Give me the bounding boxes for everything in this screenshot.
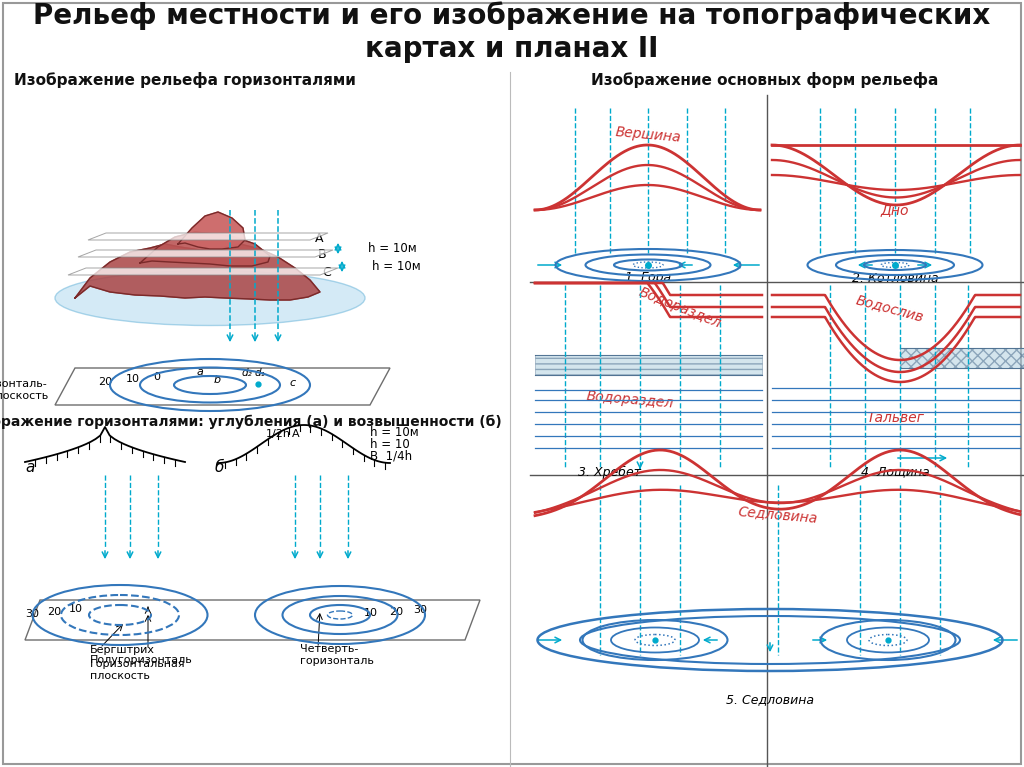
Text: Вершина: Вершина xyxy=(614,125,682,145)
Text: Водораздел: Водораздел xyxy=(586,389,675,411)
Text: 10: 10 xyxy=(364,608,378,618)
Text: 4. Лощина: 4. Лощина xyxy=(861,466,930,479)
Text: Изображение рельефа горизонталями: Изображение рельефа горизонталями xyxy=(14,72,356,88)
Text: Горизонталь-
ная плоскость: Горизонталь- ная плоскость xyxy=(0,379,48,401)
Text: 20: 20 xyxy=(98,377,112,387)
Text: B  1/4h: B 1/4h xyxy=(370,449,412,463)
Text: a: a xyxy=(197,367,204,377)
Text: 5. Седловина: 5. Седловина xyxy=(726,693,814,706)
Text: 0: 0 xyxy=(154,372,161,382)
Text: 10: 10 xyxy=(126,374,140,384)
Polygon shape xyxy=(75,244,319,300)
Text: 30: 30 xyxy=(413,605,427,615)
Text: Тальвег: Тальвег xyxy=(866,411,924,425)
Polygon shape xyxy=(78,250,333,257)
Text: б: б xyxy=(215,460,224,476)
Text: Изображение горизонталями: углубления (а) и возвышенности (б): Изображение горизонталями: углубления (а… xyxy=(0,415,502,430)
Text: h = 10м: h = 10м xyxy=(372,259,421,272)
Text: 30: 30 xyxy=(25,609,39,619)
Polygon shape xyxy=(25,600,480,640)
Text: Водораздел: Водораздел xyxy=(637,285,723,331)
Ellipse shape xyxy=(55,271,365,325)
Text: B: B xyxy=(318,249,327,262)
Text: d₁: d₁ xyxy=(255,368,265,378)
Text: h = 10: h = 10 xyxy=(370,437,410,450)
Text: 20: 20 xyxy=(389,607,403,617)
Text: 2. Котловина: 2. Котловина xyxy=(852,272,938,285)
Polygon shape xyxy=(55,368,390,405)
Text: Бергштрих: Бергштрих xyxy=(90,645,155,655)
Text: Четверть-
горизонталь: Четверть- горизонталь xyxy=(300,644,374,666)
Text: h = 10м: h = 10м xyxy=(368,242,417,255)
Text: Горизонтальная
плоскость: Горизонтальная плоскость xyxy=(90,659,185,681)
Text: Рельеф местности и его изображение на топографических
картах и планах II: Рельеф местности и его изображение на то… xyxy=(34,2,990,63)
Text: C: C xyxy=(322,265,331,278)
Polygon shape xyxy=(88,233,328,240)
Text: b: b xyxy=(213,375,220,385)
Text: 3. Хребет: 3. Хребет xyxy=(579,466,641,479)
Text: 10: 10 xyxy=(69,604,83,614)
Text: Полугоризонталь: Полугоризонталь xyxy=(90,655,193,665)
Polygon shape xyxy=(140,232,270,266)
Text: а: а xyxy=(25,460,35,476)
Text: 1. Гора: 1. Гора xyxy=(625,272,671,285)
Text: 20: 20 xyxy=(47,607,61,617)
Polygon shape xyxy=(68,268,338,275)
Text: Дно: Дно xyxy=(881,203,909,217)
Text: h = 10м: h = 10м xyxy=(370,426,419,439)
Text: A: A xyxy=(315,232,324,245)
Polygon shape xyxy=(178,212,245,249)
Text: A: A xyxy=(292,429,300,439)
Text: Изображение основных форм рельефа: Изображение основных форм рельефа xyxy=(591,72,939,88)
Text: d₂: d₂ xyxy=(242,368,252,378)
Text: Седловина: Седловина xyxy=(737,505,818,525)
Text: Водослив: Водослив xyxy=(854,292,926,324)
Text: 1/2h: 1/2h xyxy=(265,429,291,439)
Text: c: c xyxy=(290,378,296,388)
